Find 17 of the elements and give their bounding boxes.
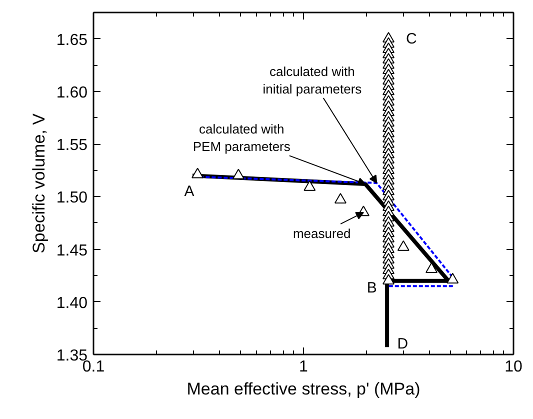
- annotation: calculated with initial parameters: [262, 64, 362, 96]
- annotation: C: [406, 30, 417, 48]
- y-tick-label: 1.50: [56, 190, 88, 207]
- x-axis-title: Mean effective stress, p' (MPa): [186, 380, 420, 398]
- annotation: A: [184, 182, 194, 200]
- y-axis-title: Specific volume, V: [29, 112, 48, 254]
- annotation: calculated with PEM parameters: [192, 122, 291, 154]
- y-tick-label: 1.45: [56, 242, 88, 260]
- x-tick-label: 10: [504, 358, 522, 376]
- y-tick-label: 1.40: [56, 294, 88, 312]
- y-tick-label: 1.55: [56, 137, 88, 154]
- annotation: measured: [292, 226, 351, 241]
- y-tick-label: 1.60: [56, 84, 88, 102]
- annotation: D: [397, 335, 408, 352]
- y-tick-label: 1.65: [56, 32, 88, 49]
- annotation: B: [366, 280, 377, 297]
- x-tick-label: 1: [299, 358, 308, 376]
